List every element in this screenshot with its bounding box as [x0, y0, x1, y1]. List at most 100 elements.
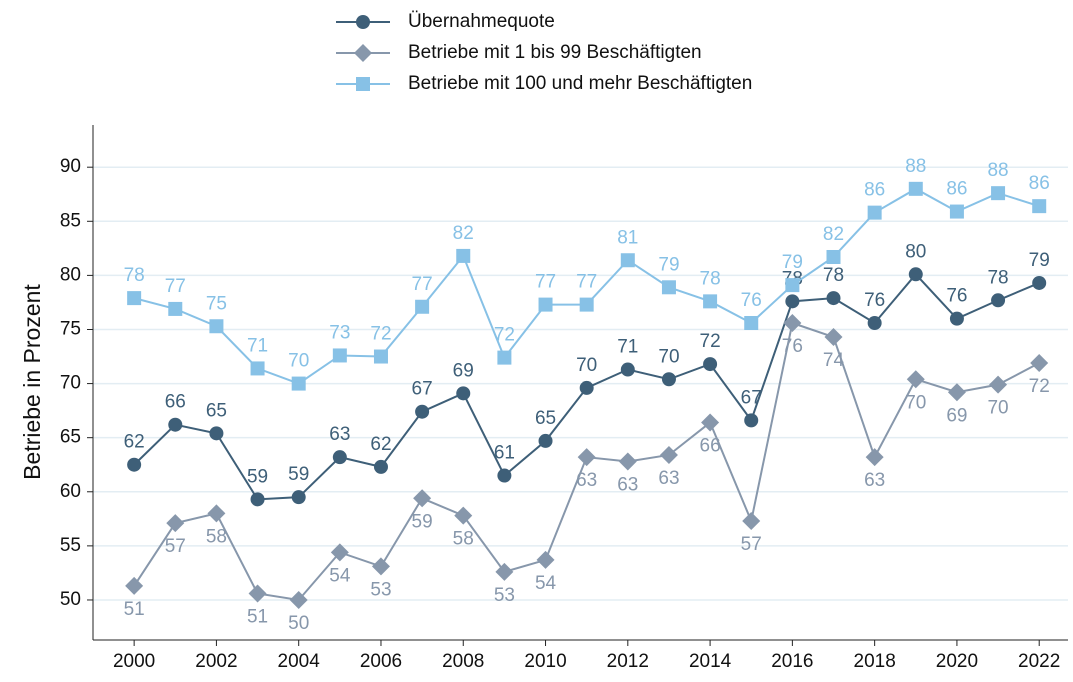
marker [371, 557, 390, 576]
marker [577, 448, 596, 467]
data-label: 58 [453, 529, 474, 550]
marker [744, 413, 759, 428]
data-label: 77 [576, 272, 597, 293]
y-axis-label: Betriebe in Prozent [19, 284, 45, 480]
marker [867, 205, 882, 220]
data-label: 66 [700, 436, 721, 457]
marker [947, 383, 966, 402]
data-label: 77 [165, 276, 186, 297]
marker [250, 361, 265, 376]
marker [1032, 199, 1047, 214]
data-label: 69 [946, 405, 967, 426]
marker [454, 506, 473, 525]
data-label: 71 [617, 337, 638, 358]
marker [785, 294, 800, 309]
marker [744, 315, 759, 330]
marker [250, 492, 265, 507]
data-label: 63 [617, 474, 638, 495]
data-label: 86 [946, 179, 967, 200]
data-label: 59 [288, 464, 309, 485]
marker [826, 291, 841, 306]
marker [413, 489, 432, 508]
data-label: 62 [124, 432, 145, 453]
data-label: 78 [124, 265, 145, 286]
data-label: 57 [165, 536, 186, 557]
marker [906, 370, 925, 389]
legend-label: Betriebe mit 100 und mehr Beschäftigten [408, 73, 752, 94]
marker [908, 181, 923, 196]
marker [620, 362, 635, 377]
marker [168, 301, 183, 316]
marker [207, 504, 226, 523]
marker [291, 376, 306, 391]
marker [620, 253, 635, 268]
marker [291, 490, 306, 505]
legend-label: Betriebe mit 1 bis 99 Beschäftigten [408, 42, 702, 63]
marker [497, 468, 512, 483]
data-label: 67 [412, 379, 433, 400]
y-tick-label: 75 [60, 319, 81, 340]
marker [536, 550, 555, 569]
marker [456, 386, 471, 401]
marker [456, 248, 471, 263]
data-label: 79 [658, 254, 679, 275]
marker [865, 448, 884, 467]
data-label: 72 [700, 331, 721, 352]
marker [127, 291, 142, 306]
marker [783, 313, 802, 332]
data-label: 88 [905, 156, 926, 177]
marker [415, 404, 430, 419]
marker [618, 452, 637, 471]
marker [661, 280, 676, 295]
data-label: 81 [617, 227, 638, 248]
marker [373, 459, 388, 474]
x-tick-label: 2020 [936, 651, 978, 672]
x-tick-label: 2010 [524, 651, 566, 672]
data-label: 65 [206, 400, 227, 421]
marker [1032, 275, 1047, 290]
data-label: 79 [782, 252, 803, 273]
marker [785, 278, 800, 293]
y-tick-label: 50 [60, 589, 81, 610]
marker [332, 348, 347, 363]
marker [949, 311, 964, 326]
data-label: 70 [658, 346, 679, 367]
marker [415, 299, 430, 314]
y-tick-label: 70 [60, 373, 81, 394]
y-tick-label: 85 [60, 210, 81, 231]
data-label: 54 [535, 573, 557, 594]
marker [949, 204, 964, 219]
data-label: 70 [576, 355, 597, 376]
data-label: 58 [206, 526, 227, 547]
marker [354, 44, 372, 62]
data-label: 77 [412, 274, 433, 295]
marker [1030, 354, 1049, 373]
data-label: 86 [864, 180, 885, 201]
data-label: 76 [946, 286, 967, 307]
data-label: 63 [576, 470, 597, 491]
data-label: 70 [987, 398, 1008, 419]
x-tick-label: 2018 [854, 651, 896, 672]
data-label: 78 [987, 267, 1008, 288]
data-label: 51 [247, 606, 268, 627]
marker [209, 426, 224, 441]
y-tick-label: 80 [60, 264, 81, 285]
y-tick-label: 65 [60, 427, 81, 448]
y-tick-label: 60 [60, 481, 81, 502]
data-label: 53 [370, 579, 391, 600]
marker [826, 249, 841, 264]
data-label: 70 [288, 351, 309, 372]
x-tick-label: 2022 [1018, 651, 1060, 672]
data-label: 73 [329, 322, 350, 343]
data-label: 75 [206, 293, 227, 314]
data-label: 86 [1029, 173, 1050, 194]
data-label: 70 [905, 392, 926, 413]
data-label: 57 [741, 534, 762, 555]
data-label: 69 [453, 360, 474, 381]
marker [991, 293, 1006, 308]
marker [289, 590, 308, 609]
data-label: 63 [864, 470, 885, 491]
data-label: 77 [535, 272, 556, 293]
data-label: 88 [987, 160, 1008, 181]
